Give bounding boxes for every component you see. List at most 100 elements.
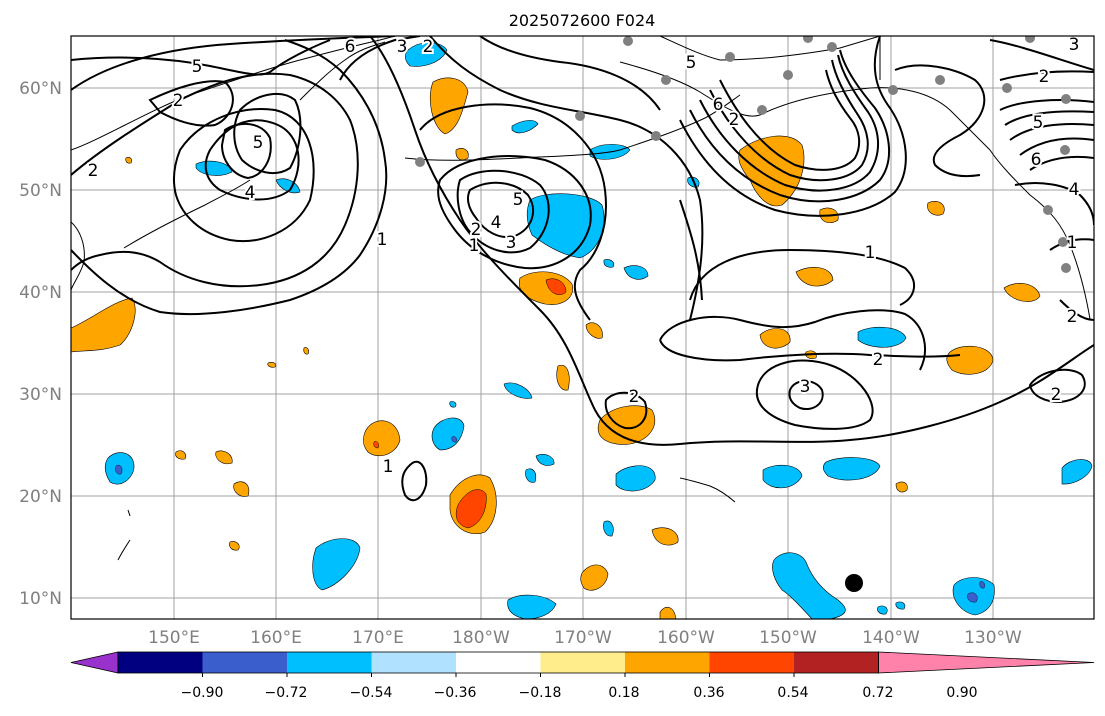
station-dot bbox=[661, 75, 671, 85]
contour-label: 2 bbox=[629, 387, 640, 407]
contour-line bbox=[989, 39, 1094, 71]
colorbar-tick-label: −0.36 bbox=[434, 685, 477, 701]
contour-label: 3 bbox=[800, 377, 811, 397]
contour-line bbox=[999, 70, 1094, 81]
contour-line bbox=[894, 64, 986, 178]
positive-patch bbox=[267, 362, 277, 368]
contour-label: 2 bbox=[88, 161, 99, 181]
colorbar-segment bbox=[794, 652, 879, 673]
negative-patch bbox=[772, 552, 846, 619]
negative-anomaly-patches bbox=[104, 42, 1093, 619]
station-dot bbox=[888, 85, 898, 95]
positive-patch bbox=[175, 450, 187, 460]
positive-patch bbox=[303, 347, 309, 355]
negative-patch bbox=[312, 538, 361, 591]
negative-patch bbox=[404, 42, 448, 67]
contour-line bbox=[1049, 238, 1094, 251]
contour-line bbox=[709, 59, 869, 182]
contour-line bbox=[1028, 368, 1086, 404]
contour-line bbox=[699, 54, 880, 192]
station-dot bbox=[1058, 237, 1068, 247]
contour-label: 2 bbox=[1067, 307, 1078, 327]
positive-patch bbox=[229, 541, 240, 551]
contour-line bbox=[401, 460, 428, 502]
contour-label: 3 bbox=[397, 37, 408, 57]
contour-line bbox=[71, 39, 388, 316]
contour-label: 2 bbox=[729, 110, 740, 130]
contour-label: 4 bbox=[245, 183, 256, 203]
negative-patch bbox=[822, 457, 881, 481]
positive-patch bbox=[580, 564, 609, 591]
contour-label: 5 bbox=[253, 133, 264, 153]
negative-patch bbox=[525, 468, 537, 483]
negative-patch bbox=[615, 465, 656, 492]
station-dot bbox=[757, 105, 767, 115]
strong-negative-core bbox=[967, 592, 978, 603]
colorbar-tick-label: 0.54 bbox=[777, 685, 808, 701]
lat-label: 60°N bbox=[19, 79, 62, 99]
contour-line bbox=[220, 122, 272, 180]
negative-patch bbox=[623, 265, 649, 280]
colorbar-tick-label: −0.18 bbox=[519, 685, 562, 701]
contour-label: 5 bbox=[513, 190, 524, 210]
contour-line bbox=[479, 36, 661, 111]
station-dot bbox=[827, 42, 837, 52]
contour-line bbox=[659, 339, 961, 362]
contour-line bbox=[1059, 299, 1094, 321]
lon-label: 150°E bbox=[148, 628, 200, 648]
station-dot bbox=[575, 111, 585, 121]
station-dot bbox=[803, 36, 813, 43]
lon-label: 180°W bbox=[452, 628, 510, 648]
contour-line bbox=[679, 36, 907, 217]
contour-line bbox=[204, 119, 300, 201]
positive-patch bbox=[895, 481, 908, 493]
colorbar-extend-low bbox=[70, 651, 119, 674]
contour-line bbox=[456, 169, 550, 254]
contour-label: 4 bbox=[1069, 180, 1080, 200]
lat-label: 20°N bbox=[19, 487, 62, 507]
colorbar-tick-label: 0.72 bbox=[862, 685, 893, 701]
positive-patch bbox=[125, 157, 132, 164]
lon-label: 170°E bbox=[352, 628, 404, 648]
lon-label: 160°W bbox=[657, 628, 715, 648]
contour-line bbox=[788, 380, 824, 410]
contour-line bbox=[437, 155, 592, 270]
contour-line bbox=[755, 359, 874, 430]
coastlines bbox=[71, 36, 1091, 561]
contour-label: 1 bbox=[377, 230, 388, 250]
contour-label: 5 bbox=[686, 53, 697, 73]
contour-line bbox=[689, 248, 915, 306]
colorbar-tick-label: −0.72 bbox=[265, 685, 308, 701]
colorbar-tick-labels: −0.90 −0.72 −0.54 −0.36 −0.18 0.18 0.36 … bbox=[181, 685, 978, 701]
contour-line bbox=[1029, 155, 1094, 171]
contour-line bbox=[719, 69, 861, 171]
colorbar-tick-label: −0.90 bbox=[181, 685, 224, 701]
station-dot bbox=[783, 70, 793, 80]
colorbar-segment bbox=[371, 652, 457, 673]
gridlines bbox=[71, 36, 1094, 619]
colorbar-tick-label: 0.18 bbox=[608, 685, 639, 701]
strong-positive-core bbox=[373, 441, 379, 449]
station-dot bbox=[935, 75, 945, 85]
colorbar-segment bbox=[118, 652, 203, 673]
negative-patch bbox=[857, 326, 907, 348]
station-dot bbox=[725, 52, 735, 62]
station-dot bbox=[1061, 94, 1071, 104]
colorbar-segment bbox=[540, 652, 626, 673]
colorbar-segment bbox=[202, 652, 288, 673]
contour-label: 4 bbox=[491, 213, 502, 233]
positive-patch bbox=[215, 450, 233, 465]
marker-dot bbox=[845, 574, 863, 592]
contour-line bbox=[999, 99, 1094, 111]
negative-patch bbox=[275, 178, 301, 194]
positive-patch bbox=[759, 328, 791, 349]
positive-patch bbox=[597, 405, 656, 445]
colorbar bbox=[70, 651, 1095, 677]
contour-lines bbox=[71, 36, 1094, 502]
lon-label: 130°W bbox=[964, 628, 1022, 648]
strong-positive-core bbox=[455, 489, 487, 529]
contour-label: 5 bbox=[1033, 113, 1044, 133]
colorbar-tick-label: 0.90 bbox=[946, 685, 977, 701]
negative-patch bbox=[603, 520, 614, 537]
